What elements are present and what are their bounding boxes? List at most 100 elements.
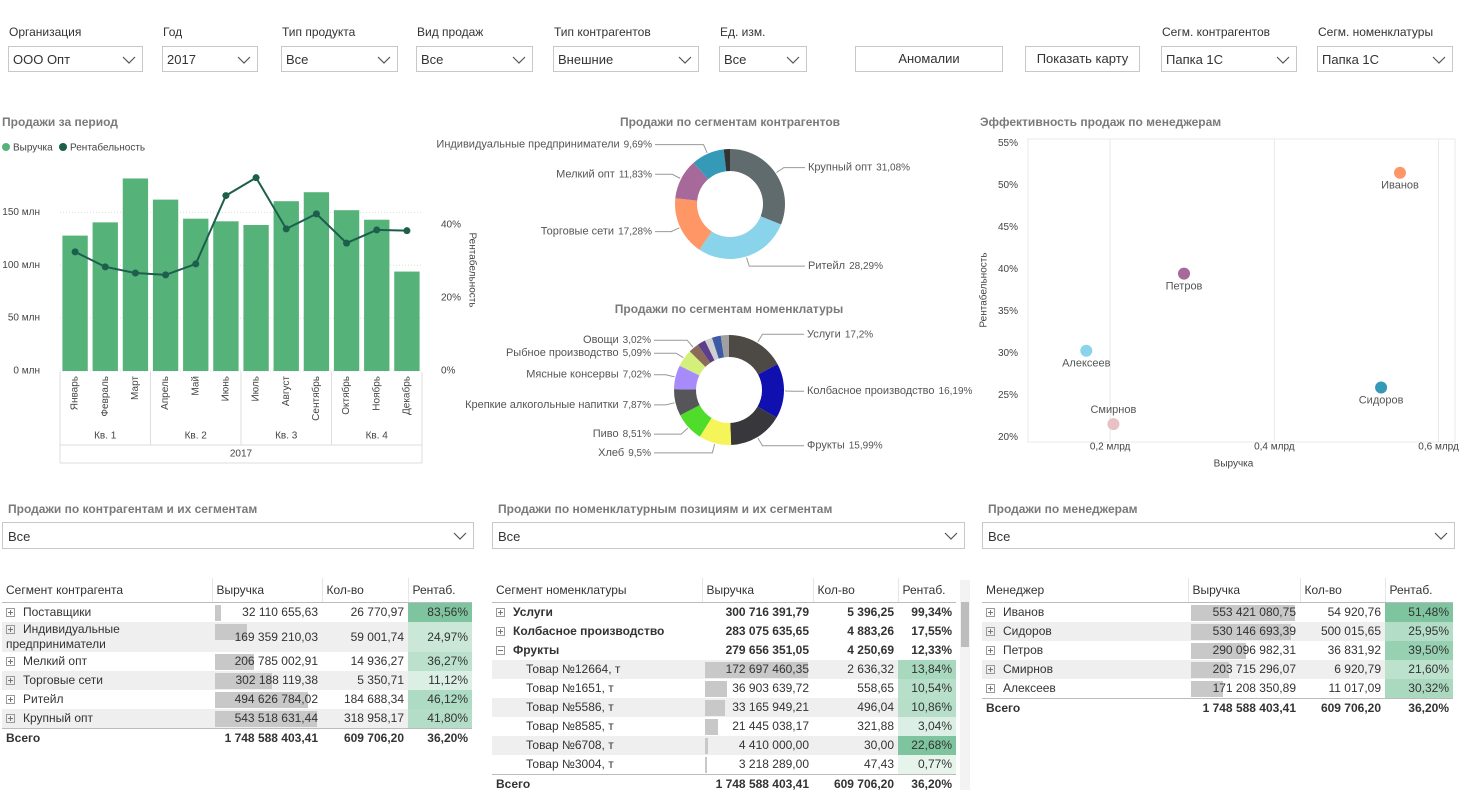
- line: [74, 176, 407, 276]
- value-label: 9,5%: [628, 447, 651, 458]
- data-bar: [1191, 643, 1246, 659]
- cell-text: Товар №8585, т: [526, 719, 614, 733]
- chevron-line: [678, 56, 692, 64]
- cell-text: Мелкий опт: [23, 654, 88, 668]
- cell-text: 11,12%: [428, 673, 468, 687]
- expand-icon[interactable]: [6, 608, 15, 618]
- bar: [364, 219, 390, 371]
- donut-label: Овощи 3,02%: [583, 334, 651, 346]
- expand-icon[interactable]: [6, 657, 15, 667]
- table-filter[interactable]: Все: [2, 522, 474, 549]
- table-cell: Фрукты: [492, 641, 702, 660]
- donut-slice: [699, 417, 732, 446]
- table-cell: 494 626 784,02: [212, 690, 322, 709]
- chevron-line: [786, 56, 800, 64]
- y-axis-label: Рентабельность: [978, 252, 990, 327]
- scatter-point: [1107, 418, 1120, 431]
- category-label: Крупный опт: [808, 162, 872, 174]
- cell-text: 496,04: [857, 700, 894, 714]
- table-cell: Товар №1651, т: [492, 679, 702, 698]
- donut-slice: [729, 335, 778, 375]
- chevron: [1432, 56, 1446, 64]
- filter-dropdown[interactable]: Внешние: [553, 46, 699, 72]
- table-cell: 283 075 635,65: [702, 622, 813, 641]
- table-row: Торговые сети 302 188 119,38 5 350,71 11,12…: [2, 671, 472, 690]
- table-cell: 33 165 949,21: [702, 698, 813, 717]
- cell-text: 32 110 655,63: [242, 605, 318, 619]
- cell-text: 14 936,27: [350, 654, 404, 668]
- table-cell: 13,84%: [898, 660, 956, 679]
- filter-dropdown[interactable]: 2017: [162, 46, 258, 72]
- filter-dropdown[interactable]: Все: [281, 46, 398, 72]
- legend-marker: [59, 143, 67, 151]
- cell-text: 33 165 949,21: [732, 700, 809, 714]
- filter-dropdown[interactable]: ООО Опт: [8, 46, 143, 72]
- table-row: Петров 290 096 982,31 36 831,92 39,50%: [982, 641, 1453, 660]
- cell-text: 283 075 635,65: [725, 624, 809, 638]
- table-cell: 1 748 588 403,41: [702, 774, 813, 794]
- expand-icon[interactable]: [6, 676, 15, 686]
- table-cell: 500 015,65: [1300, 622, 1385, 641]
- filter-dropdown[interactable]: Все: [416, 46, 533, 72]
- cell-text: 36,20%: [427, 731, 468, 745]
- filter-dropdown[interactable]: Папка 1С: [1161, 46, 1297, 72]
- column-header: Сегмент номенклатуры: [492, 578, 702, 603]
- cell-text: Крупный опт: [23, 711, 93, 725]
- line-marker: [192, 260, 200, 268]
- table-cell: 24,97%: [408, 622, 472, 652]
- table-row: Колбасное производство 283 075 635,65 4 88…: [492, 622, 956, 641]
- thead: Менеджер Выручка Кол-во Рентаб.: [982, 578, 1453, 603]
- cell-text: 530 146 693,39: [1212, 624, 1296, 638]
- chart-title: Эффективность продаж по менеджерам: [980, 115, 1221, 129]
- value-label: 3,02%: [623, 335, 651, 346]
- expand-icon[interactable]: [6, 695, 15, 705]
- bar: [394, 271, 420, 371]
- total-row: Всего 1 748 588 403,41 609 706,20 36,20%: [982, 698, 1453, 718]
- table-filter[interactable]: Все: [492, 522, 965, 549]
- expand-icon[interactable]: [986, 665, 995, 675]
- line-marker: [101, 263, 109, 271]
- table-cell: 553 421 080,75: [1188, 603, 1300, 623]
- x-tick-label: 0,2 млрд: [1090, 442, 1131, 453]
- table-filter[interactable]: Все: [982, 522, 1455, 549]
- button[interactable]: Показать карту: [1025, 46, 1140, 72]
- bar: [62, 235, 88, 371]
- expand-icon[interactable]: [496, 627, 505, 637]
- expand-icon[interactable]: [6, 625, 15, 635]
- cell-text: 553 421 080,75: [1212, 605, 1296, 619]
- expand-icon[interactable]: [986, 627, 995, 637]
- scatter-point: [1080, 344, 1093, 357]
- legend-label: Рентабельность: [70, 142, 145, 154]
- table-cell: Алексеев: [982, 679, 1188, 699]
- expand-icon[interactable]: [496, 646, 505, 656]
- filter-value: Все: [498, 529, 521, 544]
- expand-icon[interactable]: [986, 646, 995, 656]
- expand-icon[interactable]: [986, 608, 995, 618]
- quarter-label: Кв. 2: [185, 431, 208, 442]
- table-cell: 41,80%: [408, 709, 472, 729]
- expand-icon[interactable]: [6, 714, 15, 724]
- quarter-label: Кв. 3: [275, 431, 298, 442]
- cell-text: Алексеев: [1003, 681, 1056, 695]
- scrollbar-thumb[interactable]: [961, 602, 969, 647]
- table-cell: 59 001,74: [322, 622, 408, 652]
- donut-slice: [680, 405, 712, 437]
- column-header: Выручка: [1187, 578, 1300, 603]
- button[interactable]: Аномалии: [855, 46, 1003, 72]
- line-marker: [222, 192, 230, 200]
- category-label: Услуги: [807, 328, 841, 340]
- table-cell: 203 715 296,07: [1188, 660, 1300, 679]
- chevron: [512, 56, 526, 64]
- filter-dropdown[interactable]: Папка 1С: [1317, 46, 1453, 72]
- leader-line: [654, 402, 675, 406]
- expand-icon[interactable]: [986, 684, 995, 694]
- data-bar: [705, 738, 708, 754]
- expand-icon[interactable]: [496, 608, 505, 618]
- donut-label: Индивидуальные предприниматели 9,69%: [436, 139, 652, 151]
- cell-text: 25,95%: [1408, 624, 1449, 638]
- data-bar: [1191, 624, 1291, 640]
- scrollbar[interactable]: [960, 580, 970, 790]
- table-cell: Смирнов: [982, 660, 1188, 679]
- filter-dropdown[interactable]: Все: [719, 46, 807, 72]
